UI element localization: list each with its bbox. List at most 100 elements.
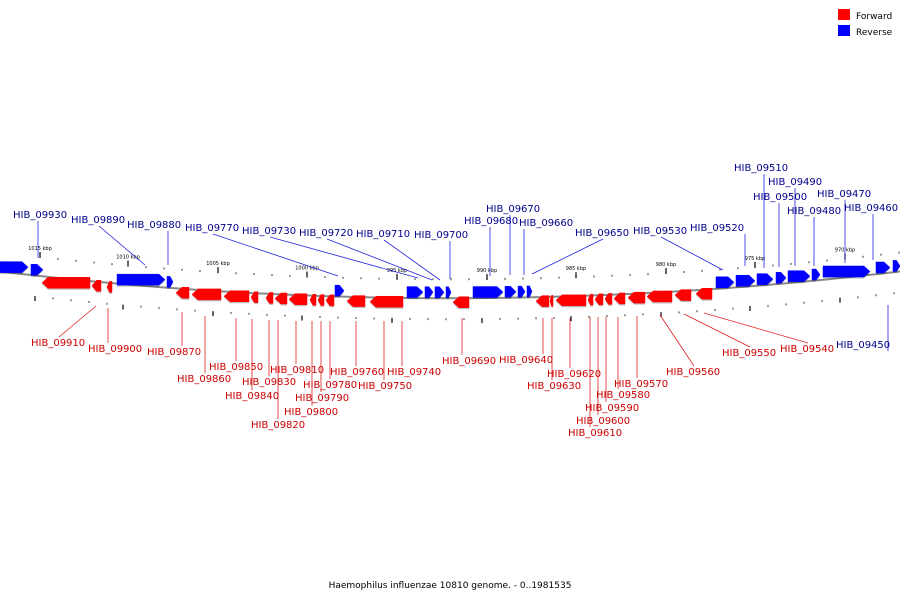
forward-gene-label: HIB_09600 — [576, 416, 630, 427]
reverse-gene-label: HIB_09710 — [356, 229, 410, 240]
forward-gene-arrow — [646, 290, 673, 303]
scale-label: 1000 kbp — [295, 266, 319, 272]
forward-gene-label: HIB_09840 — [225, 391, 279, 402]
reverse-gene-arrow — [472, 286, 504, 298]
scale-label: 995 kbp — [387, 268, 407, 274]
reverse-gene-arrow — [166, 276, 174, 288]
reverse-gene-leader — [531, 238, 604, 275]
reverse-gene-arrow — [756, 273, 774, 285]
forward-gene-arrow — [317, 294, 325, 306]
forward-gene-label: HIB_09610 — [568, 428, 622, 439]
scale-label: 985 kbp — [566, 266, 586, 272]
scale-label: 980 kbp — [656, 262, 676, 268]
forward-gene-label: HIB_09900 — [88, 344, 142, 355]
forward-gene-arrow — [325, 294, 335, 307]
forward-gene-arrow — [265, 292, 274, 304]
forward-gene-arrow — [604, 293, 613, 305]
forward-gene-arrow — [587, 293, 594, 306]
reverse-gene-label: HIB_09520 — [690, 223, 744, 234]
forward-gene-label: HIB_09640 — [499, 355, 553, 366]
forward-gene-leader — [683, 313, 751, 348]
forward-gene-arrow — [274, 292, 288, 305]
forward-gene-arrow — [175, 287, 190, 299]
scale-label: 1010 kbp — [116, 255, 140, 261]
legend-forward-swatch — [838, 9, 850, 20]
reverse-gene-label: HIB_09650 — [575, 228, 629, 239]
forward-gene-leader — [659, 314, 695, 367]
reverse-gene-labels: HIB_09930 HIB_09890 HIB_09880 HIB_09770 HIB_… — [13, 163, 898, 351]
reverse-gene-leader — [269, 236, 419, 279]
reverse-gene-arrow — [434, 286, 445, 298]
reverse-gene-arrow — [445, 286, 452, 298]
reverse-gene-leader — [98, 225, 146, 266]
forward-gene-arrow — [594, 293, 604, 306]
reverse-gene-label: HIB_09880 — [127, 220, 181, 231]
forward-gene-label: HIB_09820 — [251, 420, 305, 431]
forward-gene-arrow — [555, 294, 587, 307]
forward-gene-arrow — [309, 294, 317, 306]
forward-gene-label: HIB_09810 — [270, 365, 324, 376]
reverse-gene-label: HIB_09930 — [13, 210, 67, 221]
reverse-gene-label: HIB_09460 — [844, 203, 898, 214]
reverse-gene-leader — [326, 238, 433, 281]
reverse-gene-track — [0, 260, 900, 300]
reverse-gene-arrow — [811, 268, 821, 281]
reverse-gene-arrow — [504, 286, 517, 298]
scale-label: 1015 kbp — [28, 246, 52, 252]
reverse-gene-label: HIB_09700 — [414, 230, 468, 241]
forward-gene-arrow — [549, 295, 554, 307]
reverse-gene-arrow — [875, 261, 891, 274]
forward-gene-label: HIB_09690 — [442, 356, 496, 367]
forward-gene-label: HIB_09570 — [614, 379, 668, 390]
forward-gene-label: HIB_09590 — [585, 403, 639, 414]
forward-gene-arrow — [695, 287, 713, 300]
forward-gene-arrow — [613, 292, 626, 305]
reverse-gene-leader — [660, 236, 724, 271]
forward-gene-arrow — [535, 295, 550, 307]
forward-gene-arrow — [369, 295, 404, 308]
reverse-gene-arrow — [116, 273, 166, 286]
reverse-gene-label: HIB_09680 — [464, 216, 518, 227]
forward-gene-arrow — [91, 279, 102, 292]
reverse-gene-label: HIB_09450 — [836, 340, 890, 351]
reverse-gene-label: HIB_09730 — [242, 226, 296, 237]
forward-gene-label: HIB_09830 — [242, 377, 296, 388]
forward-gene-arrow — [452, 296, 470, 308]
forward-gene-label: HIB_09860 — [177, 374, 231, 385]
reverse-gene-arrow — [424, 286, 434, 298]
reverse-gene-label: HIB_09530 — [633, 226, 687, 237]
forward-gene-arrow — [41, 277, 91, 289]
forward-gene-arrow — [627, 291, 646, 304]
scale-label: 990 kbp — [477, 268, 497, 274]
forward-gene-label: HIB_09740 — [387, 367, 441, 378]
genome-caption: Haemophilus influenzae 10810 genome. - 0… — [329, 581, 572, 591]
forward-gene-label: HIB_09850 — [209, 362, 263, 373]
forward-gene-arrow — [288, 293, 308, 305]
forward-gene-label: HIB_09560 — [666, 367, 720, 378]
forward-gene-label: HIB_09790 — [295, 393, 349, 404]
reverse-gene-label: HIB_09720 — [299, 228, 353, 239]
reverse-gene-arrow — [787, 270, 811, 282]
reverse-gene-arrow — [334, 284, 345, 297]
reverse-gene-arrow — [0, 261, 29, 273]
forward-gene-label: HIB_09800 — [284, 407, 338, 418]
reverse-gene-arrow — [715, 276, 735, 289]
label-leaders — [37, 174, 889, 427]
forward-gene-arrow — [250, 291, 259, 303]
reverse-gene-label: HIB_09480 — [787, 206, 841, 217]
forward-gene-label: HIB_09540 — [780, 344, 834, 355]
reverse-gene-label: HIB_09770 — [185, 223, 239, 234]
forward-gene-arrow — [223, 290, 250, 302]
forward-gene-label: HIB_09620 — [547, 369, 601, 380]
forward-gene-label: HIB_09630 — [527, 381, 581, 392]
forward-gene-label: HIB_09870 — [147, 347, 201, 358]
reverse-gene-leader — [383, 239, 441, 281]
forward-gene-leader — [703, 312, 809, 344]
legend-reverse-label: Reverse — [856, 28, 893, 38]
legend: Forward Reverse — [838, 9, 893, 38]
reverse-gene-arrow — [775, 272, 787, 284]
reverse-gene-label: HIB_09660 — [519, 218, 573, 229]
forward-gene-arrow — [106, 281, 113, 293]
scale-label: 1005 kbp — [206, 261, 230, 267]
